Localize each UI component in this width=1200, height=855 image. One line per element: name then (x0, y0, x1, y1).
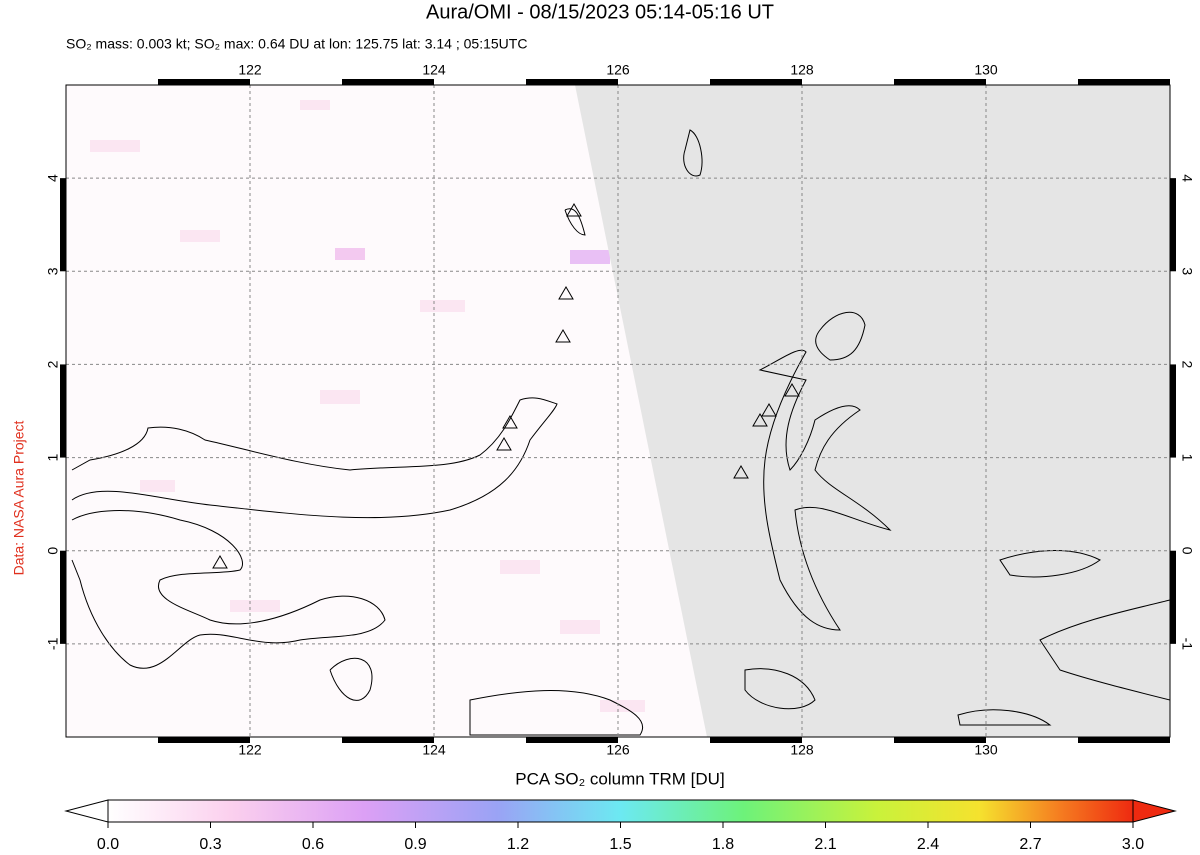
frame-segment (158, 79, 250, 85)
lon-tick-label: 122 (238, 742, 262, 758)
colorbar-tick-label: 0.0 (97, 836, 119, 853)
frame-segment (894, 737, 986, 743)
lat-tick-label: 0 (45, 547, 61, 555)
colorbar-tick-label: 2.7 (1019, 836, 1041, 853)
map-border (65, 84, 1171, 738)
colorbar-under (64, 799, 109, 823)
colorbar-tick-label: 0.3 (199, 836, 221, 853)
colorbar-tick-label: 1.5 (609, 836, 631, 853)
colorbar-tick-label: 3.0 (1122, 836, 1144, 853)
subtitle: SO₂ mass: 0.003 kt; SO₂ max: 0.64 DU at … (66, 36, 527, 52)
graticule (66, 85, 1170, 737)
coastlines (71, 129, 1170, 736)
lat-tick-label: 4 (1179, 174, 1195, 182)
lat-tick-label: -1 (45, 637, 61, 650)
colorbar-label: PCA SO₂ column TRM [DU] (515, 769, 724, 788)
lat-tick-label: 4 (45, 174, 61, 182)
lat-tick-label: 1 (1179, 454, 1195, 462)
swath-gap (575, 85, 1170, 737)
frame-segment (60, 178, 66, 272)
lat-tick-label: 1 (45, 453, 61, 461)
frame-segment (1170, 178, 1176, 272)
colorbar-tick-label: 0.9 (404, 836, 426, 853)
colorbar-tick-label: 2.1 (814, 836, 836, 853)
colorbar-over (1132, 799, 1177, 823)
frame-segment (1170, 364, 1176, 458)
lat-tick-label: 0 (1179, 547, 1195, 555)
credit: Data: NASA Aura Project (11, 420, 27, 575)
map-frame (60, 79, 1176, 743)
frame-segment (526, 737, 618, 743)
frame-segment (60, 550, 66, 644)
data-pixels (90, 100, 645, 712)
lon-tick-label: 124 (422, 62, 446, 78)
frame-segment (342, 79, 434, 85)
lon-tick-label: 128 (790, 742, 814, 758)
frame-segment (710, 79, 802, 85)
frame-segment (342, 737, 434, 743)
colorbar-tick-label: 1.8 (712, 836, 734, 853)
lon-tick-label: 126 (606, 62, 630, 78)
lon-tick-label: 130 (974, 62, 998, 78)
colorbar (107, 799, 1134, 823)
colorbar-tick-label: 0.6 (302, 836, 324, 853)
lon-tick-label: 126 (606, 742, 630, 758)
frame-segment (1170, 550, 1176, 644)
lat-tick-label: 3 (45, 267, 61, 275)
lat-tick-label: -1 (1179, 638, 1195, 651)
colorbar-tick-label: 2.4 (917, 836, 939, 853)
lon-tick-label: 122 (238, 62, 262, 78)
frame-segment (60, 364, 66, 458)
frame-segment (526, 79, 618, 85)
lat-tick-label: 2 (45, 360, 61, 368)
lon-tick-label: 128 (790, 62, 814, 78)
map-area (66, 85, 1170, 737)
frame-segment (894, 79, 986, 85)
title: Aura/OMI - 08/15/2023 05:14-05:16 UT (426, 1, 774, 23)
frame-segment (1078, 79, 1170, 85)
colorbar-ticks: 0.0 0.3 0.6 0.9 1.2 1.5 1.8 2.1 2.4 2.7 3.0 (97, 822, 1144, 853)
lat-tick-label: 2 (1179, 361, 1195, 369)
colorbar-tick-label: 1.2 (507, 836, 529, 853)
volcano-markers (212, 203, 800, 569)
lon-tick-label: 130 (974, 742, 998, 758)
lat-tick-label: 3 (1179, 267, 1195, 275)
frame-segment (1078, 737, 1170, 743)
lon-tick-label: 124 (422, 742, 446, 758)
frame-segment (710, 737, 802, 743)
frame-segment (158, 737, 250, 743)
